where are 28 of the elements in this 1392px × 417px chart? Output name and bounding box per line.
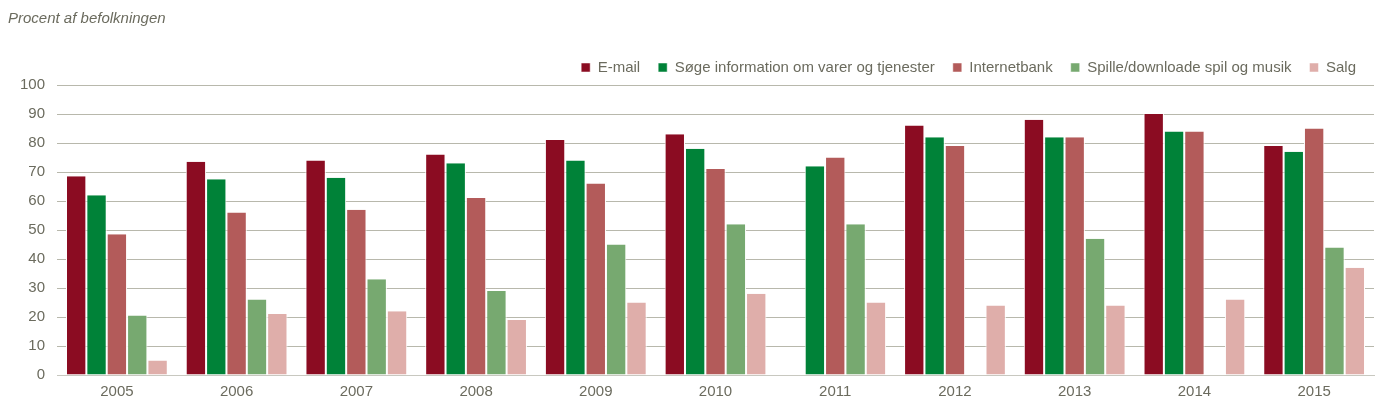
x-tick-label: 2015 bbox=[1297, 382, 1331, 400]
y-tick-label: 80 bbox=[28, 133, 46, 151]
x-tick-label: 2008 bbox=[459, 382, 493, 400]
x-tick-label: 2007 bbox=[339, 382, 374, 400]
y-axis-title: Procent af befolkningen bbox=[8, 9, 166, 27]
legend-label: Salg bbox=[1325, 57, 1357, 75]
x-tick-label: 2009 bbox=[579, 382, 613, 400]
x-tick-label: 2006 bbox=[219, 382, 254, 400]
legend-label: E-mail bbox=[597, 57, 641, 75]
y-tick-label: 60 bbox=[28, 191, 46, 209]
x-tick-label: 2013 bbox=[1058, 382, 1092, 400]
y-tick-label: 50 bbox=[28, 220, 46, 238]
y-tick-label: 70 bbox=[28, 162, 46, 180]
y-tick-label: 40 bbox=[28, 249, 46, 267]
legend-label: Internetbank bbox=[969, 57, 1054, 75]
y-tick-label: 100 bbox=[20, 75, 46, 93]
x-tick-label: 2012 bbox=[938, 382, 972, 400]
x-tick-label: 2014 bbox=[1177, 382, 1212, 400]
x-tick-label: 2011 bbox=[819, 382, 852, 400]
legend-label: Søge information om varer og tjenester bbox=[674, 57, 935, 75]
y-tick-label: 0 bbox=[36, 365, 46, 383]
x-tick-label: 2010 bbox=[698, 382, 733, 400]
x-tick-label: 2005 bbox=[100, 382, 134, 400]
y-tick-label: 90 bbox=[28, 104, 46, 122]
y-tick-label: 20 bbox=[28, 307, 46, 325]
y-tick-label: 30 bbox=[28, 278, 46, 296]
legend-label: Spille/downloade spil og musik bbox=[1087, 57, 1292, 75]
y-tick-label: 10 bbox=[28, 336, 46, 354]
